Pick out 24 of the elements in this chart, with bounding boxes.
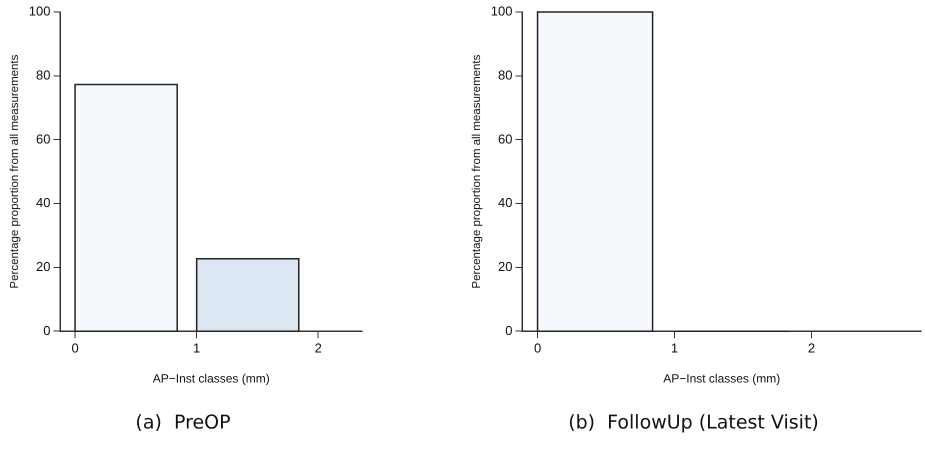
text: (a) PreOP xyxy=(135,412,231,434)
y-axis-title: Percentage proportion from all measurements xyxy=(471,54,484,289)
y-tick-label: 20 xyxy=(36,258,50,274)
x-tick-label: 0 xyxy=(71,340,79,356)
x-tick-label: 2 xyxy=(808,340,816,356)
x-tick-label: 1 xyxy=(193,340,200,356)
y-tick-label: 0 xyxy=(505,322,512,338)
x-tick-label: 0 xyxy=(534,340,542,356)
y-tick-label: 100 xyxy=(28,4,50,19)
y-tick-label: 0 xyxy=(43,322,50,338)
x-tick-label: 2 xyxy=(314,340,322,356)
y-tick-label: 80 xyxy=(498,67,512,82)
y-tick-label: 40 xyxy=(498,195,512,210)
y-tick-label: 40 xyxy=(36,195,50,210)
y-tick-label: 60 xyxy=(498,131,512,146)
y-tick-label: 20 xyxy=(498,258,512,274)
x-tick-label: 1 xyxy=(670,340,678,356)
y-tick-label: 60 xyxy=(36,131,50,146)
y-tick-label: 80 xyxy=(36,67,50,82)
x-axis-title: AP−Inst classes (mm) xyxy=(152,371,270,386)
y-tick-label: 100 xyxy=(490,4,512,19)
x-axis-title: AP−Inst classes (mm) xyxy=(663,371,780,386)
y-axis-title: Percentage proportion from all measurements xyxy=(9,54,22,289)
text: (b) FollowUp (Latest Visit) xyxy=(568,412,819,434)
